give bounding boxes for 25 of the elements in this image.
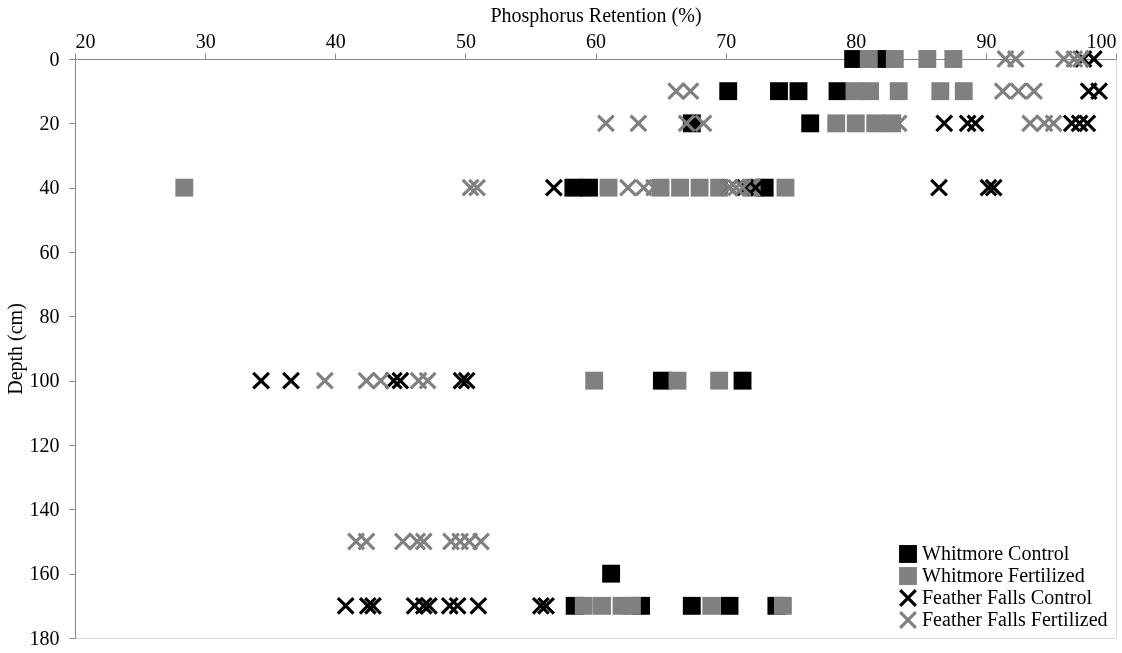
legend-label: Feather Falls Control [922, 586, 1093, 608]
x-tick-label: 100 [1086, 29, 1117, 52]
y-tick-label: 100 [29, 369, 60, 392]
y-axis-title: Depth (cm) [3, 303, 27, 395]
y-tick-label: 20 [39, 111, 60, 134]
x-tick-label: 40 [325, 29, 346, 52]
x-tick-label: 30 [195, 29, 216, 52]
x-tick-label: 70 [716, 29, 737, 52]
x-tick-label: 60 [586, 29, 606, 52]
x-tick-label: 50 [455, 29, 476, 52]
legend-label: Whitmore Control [922, 542, 1070, 564]
legend-label: Feather Falls Fertilized [922, 608, 1108, 630]
y-tick-label: 40 [39, 176, 60, 199]
y-tick-label: 180 [29, 626, 60, 649]
x-tick-label: 20 [75, 29, 96, 52]
y-tick-label: 80 [39, 304, 60, 327]
y-tick-label: 0 [49, 47, 60, 70]
x-axis-title: Phosphorus Retention (%) [490, 3, 702, 27]
y-tick-label: 60 [39, 240, 60, 263]
legend-label: Whitmore Fertilized [922, 564, 1085, 586]
y-tick-label: 120 [29, 433, 60, 456]
y-tick-label: 140 [29, 497, 60, 520]
x-tick-label: 90 [976, 29, 997, 52]
x-tick-label: 80 [846, 29, 867, 52]
y-tick-label: 160 [29, 562, 60, 585]
